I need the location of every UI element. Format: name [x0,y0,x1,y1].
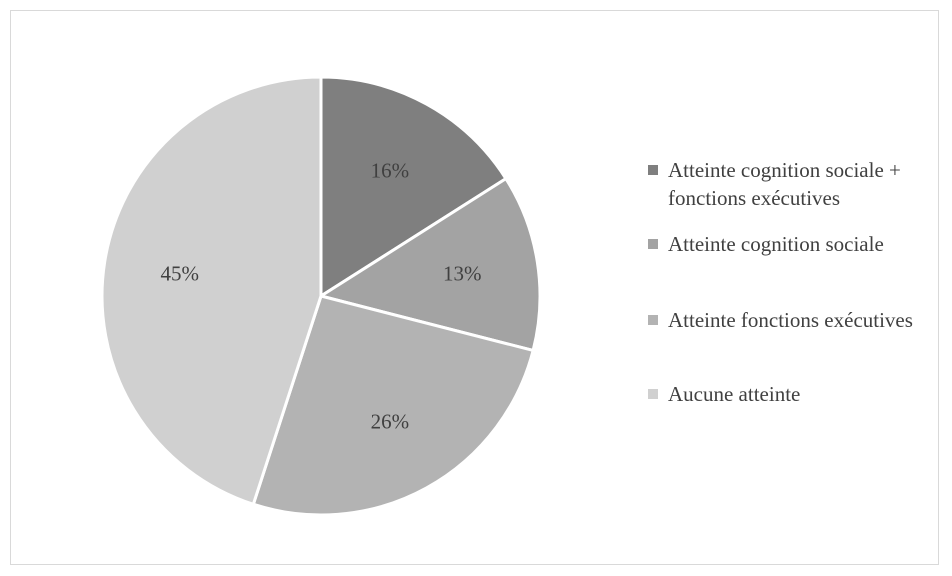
pie-slice-1 [319,177,542,352]
pie-slice-3 [100,75,323,506]
legend-swatch [648,315,658,325]
pie-data-label-3: 45% [161,262,200,286]
legend-item-executive: Atteinte fonctions exécutives [648,306,948,334]
pie-slice-0 [319,75,508,298]
pie-data-label-2: 26% [371,409,410,433]
legend-label: Atteinte cognition sociale + fonctions e… [668,158,901,210]
legend-swatch [648,389,658,399]
legend-item-none: Aucune atteinte [648,380,948,408]
pie-data-label-1: 13% [443,262,482,286]
legend-label: Atteinte cognition sociale [668,232,884,256]
legend-label: Atteinte fonctions exécutives [668,308,913,332]
pie-data-labels: 16% 13% 26% 45% [161,159,482,434]
legend-swatch [648,239,658,249]
pie-data-label-0: 16% [371,159,410,183]
pie-slice-2 [251,294,535,517]
legend-item-social: Atteinte cognition sociale [648,230,948,258]
pie-slices [100,75,542,517]
legend-swatch [648,165,658,175]
legend-item-social-and-executive: Atteinte cognition sociale + fonctions e… [648,156,948,212]
legend-label: Aucune atteinte [668,382,801,406]
